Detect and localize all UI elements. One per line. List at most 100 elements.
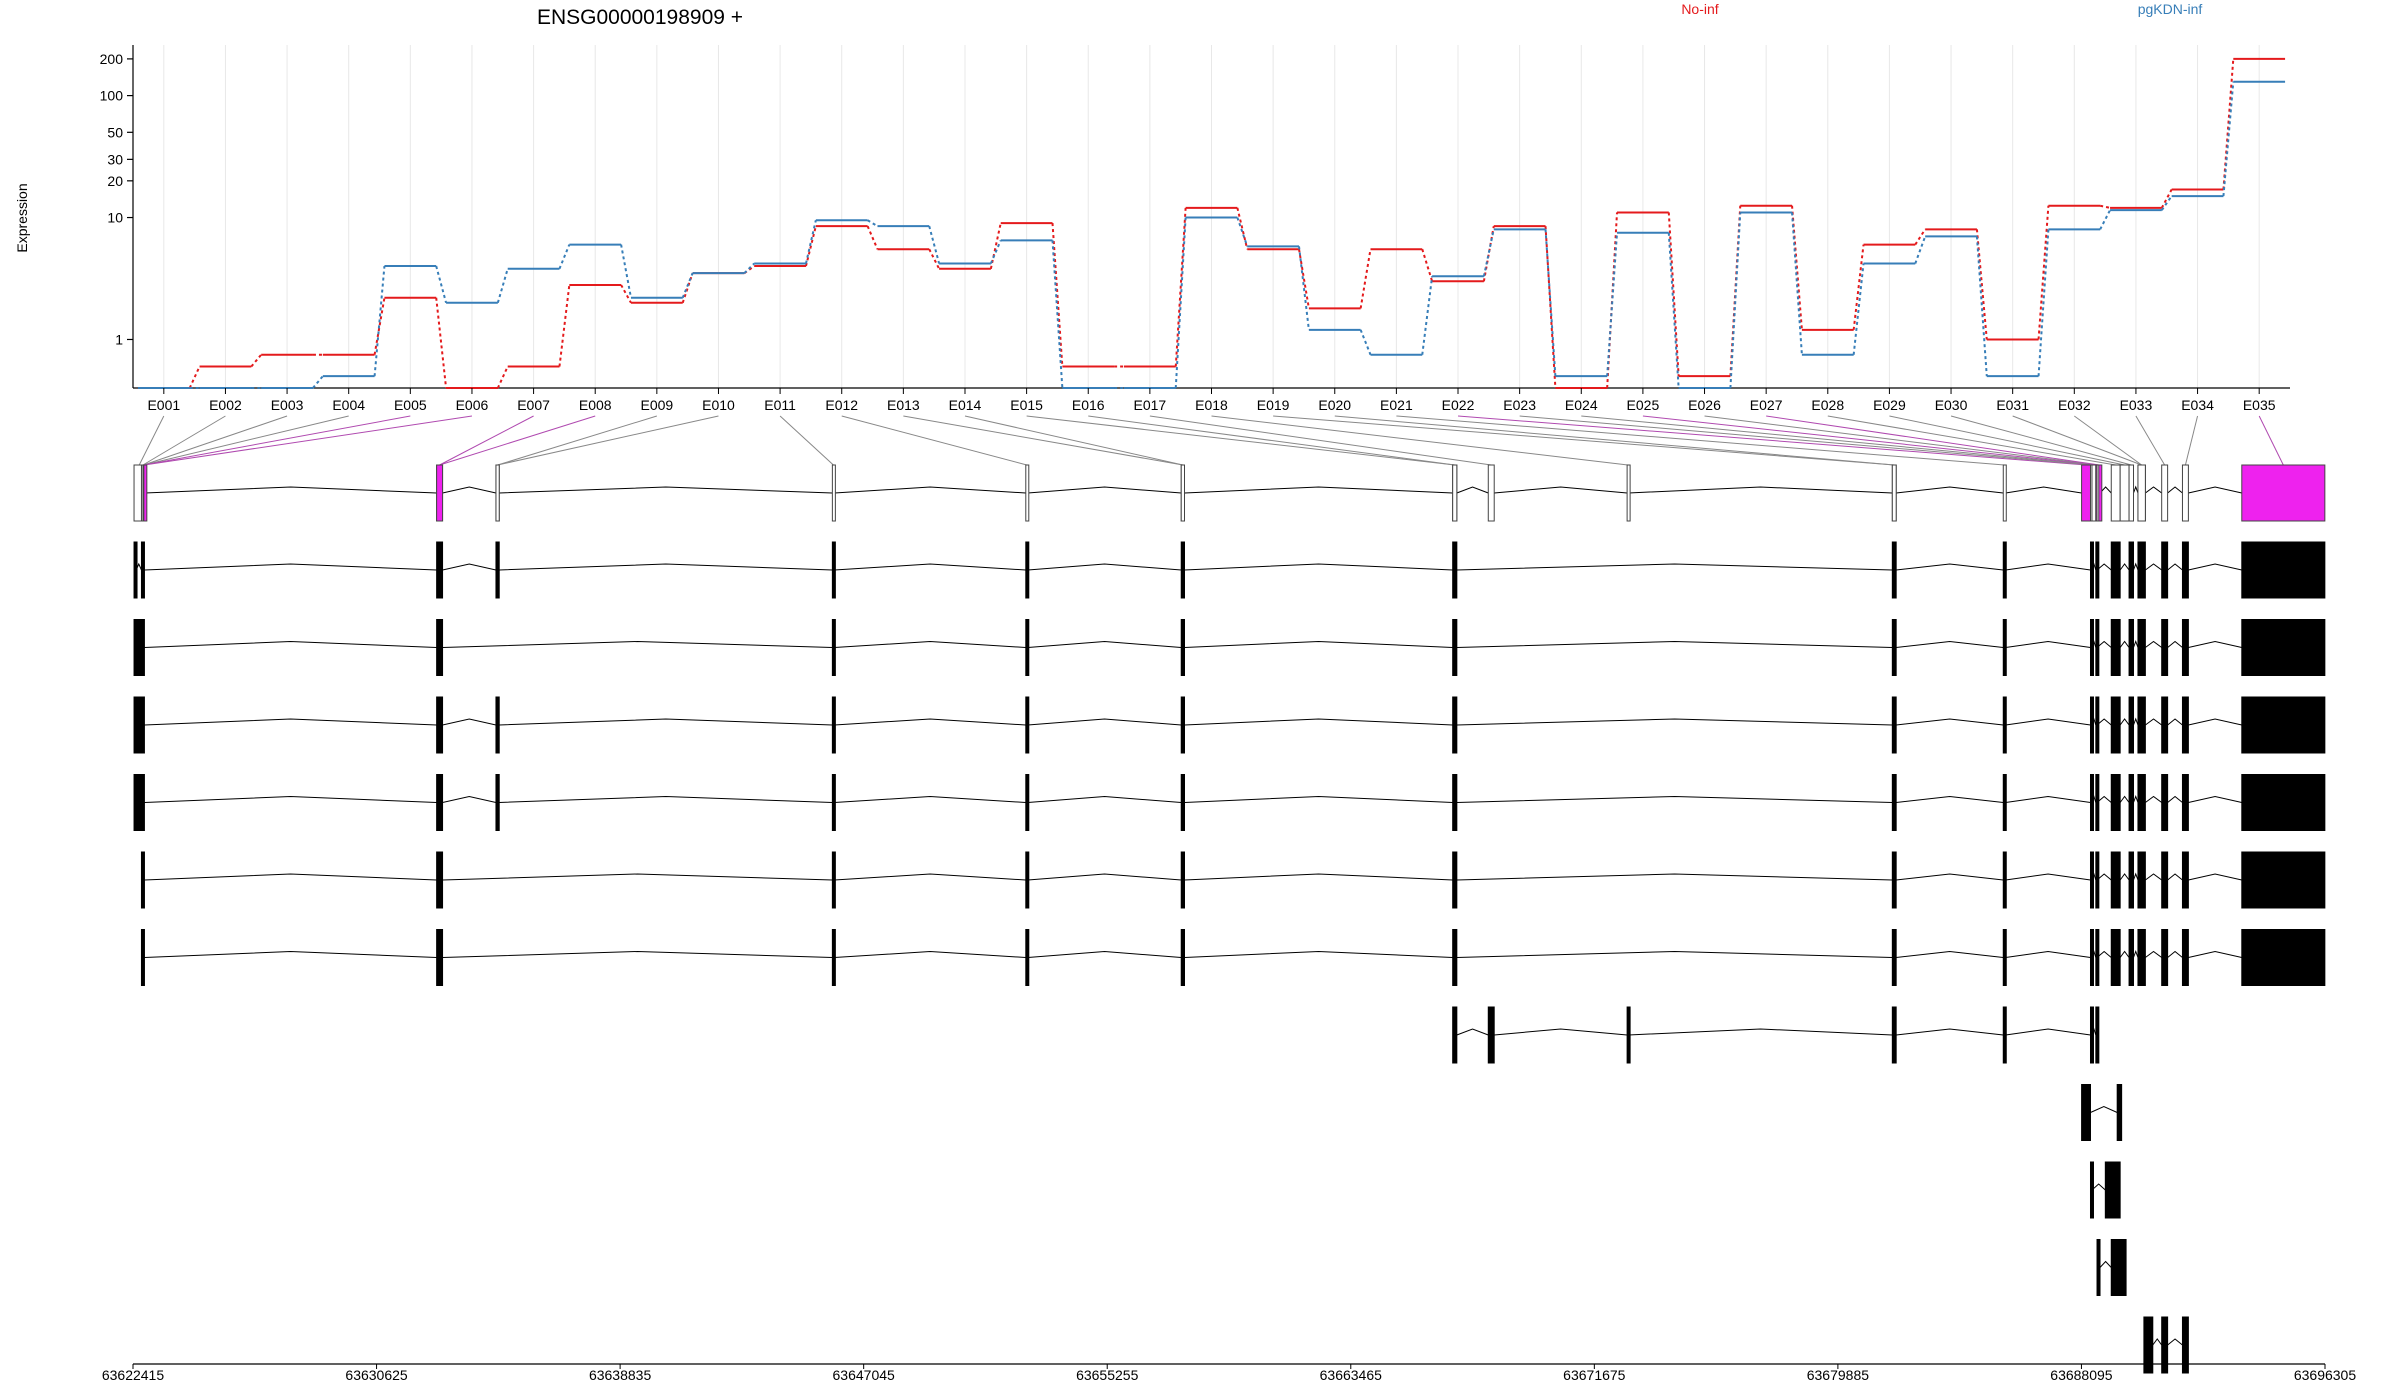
transcript-exon bbox=[1025, 696, 1030, 754]
transcript-intron bbox=[2005, 1028, 2091, 1036]
connector-e021 bbox=[1396, 415, 2005, 466]
transcript-intron bbox=[2145, 563, 2162, 571]
transcript-intron bbox=[2096, 950, 2112, 958]
transcript-exon bbox=[831, 929, 836, 986]
transcript-intron bbox=[1896, 640, 2004, 648]
transcript-exon bbox=[2128, 619, 2135, 676]
model-exon bbox=[2161, 464, 2169, 522]
series-connector bbox=[1051, 240, 1064, 389]
transcript-exon bbox=[2110, 929, 2121, 986]
transcript-intron bbox=[2167, 640, 2183, 648]
transcript-intron bbox=[834, 640, 1026, 648]
series-connector bbox=[558, 284, 571, 367]
series-connector bbox=[1359, 329, 1372, 356]
transcript-intron bbox=[2119, 873, 2130, 881]
model-exon bbox=[2110, 464, 2121, 522]
transcript-intron bbox=[1896, 950, 2004, 958]
transcript-exon bbox=[2095, 619, 2100, 676]
transcript-exon bbox=[1891, 541, 1897, 599]
series-connector bbox=[1421, 276, 1434, 355]
y-axis-label: Expression bbox=[14, 183, 30, 252]
transcript-exon bbox=[2095, 696, 2100, 754]
model-exon bbox=[2181, 464, 2189, 522]
genomic-tick-label: 63647045 bbox=[833, 1367, 896, 1380]
model-intron bbox=[1494, 486, 1628, 494]
transcript-exon bbox=[2181, 541, 2189, 599]
model-exon bbox=[831, 464, 836, 522]
series-connector bbox=[1606, 232, 1619, 377]
transcript-exon bbox=[1180, 541, 1186, 599]
model-intron bbox=[834, 486, 1026, 494]
exon-label-e025: E025 bbox=[1627, 397, 1660, 413]
transcript-exon bbox=[2095, 851, 2100, 909]
connector-e024 bbox=[1581, 415, 2094, 466]
transcript-6 bbox=[140, 929, 2326, 986]
series-connector bbox=[928, 248, 940, 270]
transcript-exon bbox=[2095, 1006, 2100, 1064]
transcript-intron bbox=[834, 795, 1026, 803]
transcript-intron bbox=[2167, 795, 2183, 803]
series-connector bbox=[743, 262, 755, 274]
y-tick-label: 200 bbox=[100, 51, 124, 67]
model-exon bbox=[2128, 464, 2135, 522]
transcript-intron bbox=[2096, 718, 2112, 726]
transcript-3 bbox=[133, 696, 2326, 754]
transcript-exon bbox=[1452, 696, 1458, 754]
transcript-exon bbox=[2241, 619, 2326, 676]
genomic-tick-label: 63688095 bbox=[2050, 1367, 2113, 1380]
transcript-exon bbox=[495, 541, 500, 599]
series-connector bbox=[1791, 205, 1803, 330]
transcript-exon bbox=[436, 696, 444, 754]
model-intron bbox=[1628, 486, 1893, 494]
y-tick-label: 1 bbox=[115, 331, 123, 347]
transcript-intron bbox=[1896, 795, 2004, 803]
transcript-intron bbox=[2167, 950, 2183, 958]
transcript-exon bbox=[133, 696, 145, 754]
transcript-exon bbox=[2128, 851, 2135, 909]
connector-e009 bbox=[497, 415, 657, 466]
series-connector bbox=[435, 265, 448, 304]
genomic-tick-label: 63630625 bbox=[345, 1367, 408, 1380]
transcript-exon bbox=[1180, 774, 1186, 831]
transcript-exon bbox=[2181, 851, 2189, 909]
model-intron bbox=[442, 486, 497, 494]
connector-e032 bbox=[2074, 415, 2142, 466]
transcript-exon bbox=[2161, 619, 2169, 676]
connector-e020 bbox=[1334, 415, 1895, 466]
connector-e019 bbox=[1273, 415, 1895, 466]
transcript-exon bbox=[133, 541, 138, 599]
exon-label-e023: E023 bbox=[1503, 397, 1536, 413]
exon-label-e016: E016 bbox=[1072, 397, 1105, 413]
transcript-exon bbox=[1180, 929, 1186, 986]
transcript-intron bbox=[2090, 1105, 2118, 1113]
transcript-exon bbox=[2110, 696, 2121, 754]
transcript-intron bbox=[2188, 873, 2242, 881]
series-connector bbox=[312, 375, 324, 389]
transcript-intron bbox=[499, 795, 833, 803]
transcript-intron bbox=[1456, 1028, 1489, 1036]
transcript-intron bbox=[2005, 950, 2091, 958]
exon-label-e035: E035 bbox=[2243, 397, 2276, 413]
exon-label-e027: E027 bbox=[1750, 397, 1783, 413]
model-intron bbox=[1184, 486, 1453, 494]
model-exon bbox=[2002, 464, 2007, 522]
genomic-tick-label: 63696305 bbox=[2294, 1367, 2357, 1380]
transcript-exon bbox=[831, 774, 836, 831]
transcript-exon bbox=[2116, 1084, 2123, 1141]
series-connector bbox=[2222, 58, 2235, 190]
transcript-exon bbox=[2096, 1239, 2101, 1296]
connector-e014 bbox=[964, 415, 1183, 466]
y-tick-label: 30 bbox=[107, 151, 123, 167]
transcript-exon bbox=[2161, 774, 2169, 831]
series-connector bbox=[1236, 207, 1249, 250]
transcript-exon bbox=[1025, 541, 1030, 599]
series-connector bbox=[1667, 212, 1680, 377]
transcript-intron bbox=[442, 950, 833, 958]
connector-e006 bbox=[144, 415, 473, 466]
transcript-intron bbox=[1494, 1028, 1628, 1036]
model-intron bbox=[1456, 486, 1489, 494]
transcript-1 bbox=[133, 541, 2326, 599]
transcript-exon bbox=[2104, 1161, 2121, 1219]
series-connector bbox=[496, 366, 509, 389]
transcript-intron bbox=[2145, 640, 2162, 648]
